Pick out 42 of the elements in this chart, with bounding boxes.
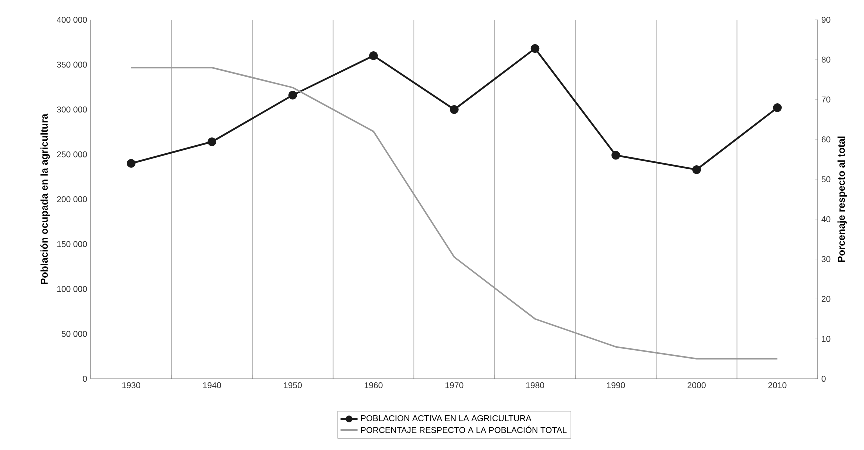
y2-tick-label: 50 — [822, 176, 831, 183]
y-axis-title: Población ocupada en la agricultura — [40, 114, 50, 284]
point — [530, 44, 540, 54]
x-tick-label: 1930 — [122, 382, 140, 388]
y-tick-label: 200 000 — [57, 196, 88, 202]
y2-tick-label: 10 — [822, 336, 831, 342]
y2-tick-label: 0 — [822, 376, 826, 382]
line-series — [130, 67, 778, 360]
y2-tick-label: 80 — [822, 56, 831, 63]
y-tick-label: 300 000 — [57, 106, 88, 113]
x-tick-label: 1950 — [284, 382, 302, 388]
x-tick-label: 1940 — [203, 382, 222, 388]
point — [127, 159, 136, 168]
x-tick-label: 1980 — [526, 382, 544, 388]
point — [369, 52, 378, 60]
y-tick-label: 250 000 — [57, 152, 88, 158]
y2-tick-label: 30 — [822, 256, 831, 262]
x-tick-label: 1970 — [446, 382, 464, 388]
point — [612, 151, 620, 160]
y2-axis-title: Porcenaje respecto al total — [838, 136, 848, 262]
legend-label: PORCENTAJE RESPECTO A LA POBLACIÓN TOTAL — [361, 426, 567, 434]
x-tick-label: 1990 — [607, 382, 626, 388]
x-tick-label: 1960 — [364, 382, 383, 388]
x-tick-label: 2010 — [768, 382, 787, 388]
y2-tick-label: 90 — [822, 17, 831, 23]
point — [208, 138, 217, 146]
y-tick-label: 50 000 — [62, 331, 88, 338]
y-tick-label: 400 000 — [57, 16, 88, 23]
point — [450, 105, 459, 114]
y2-tick-label: 70 — [822, 96, 831, 103]
y2-tick-label: 60 — [822, 136, 831, 143]
point — [692, 165, 702, 174]
y-tick-label: 350 000 — [57, 62, 88, 68]
legend-label: POBLACION ACTIVA EN LA AGRICULTURA — [361, 415, 532, 422]
point — [288, 90, 298, 100]
y-tick-label: 150 000 — [58, 241, 88, 248]
point — [773, 104, 782, 112]
y-tick-label: 0 — [83, 376, 88, 382]
y2-tick-label: 40 — [822, 216, 831, 222]
y2-tick-label: 20 — [822, 296, 831, 302]
x-tick-label: 2000 — [688, 382, 706, 388]
y-tick-label: 100 000 — [58, 286, 88, 292]
